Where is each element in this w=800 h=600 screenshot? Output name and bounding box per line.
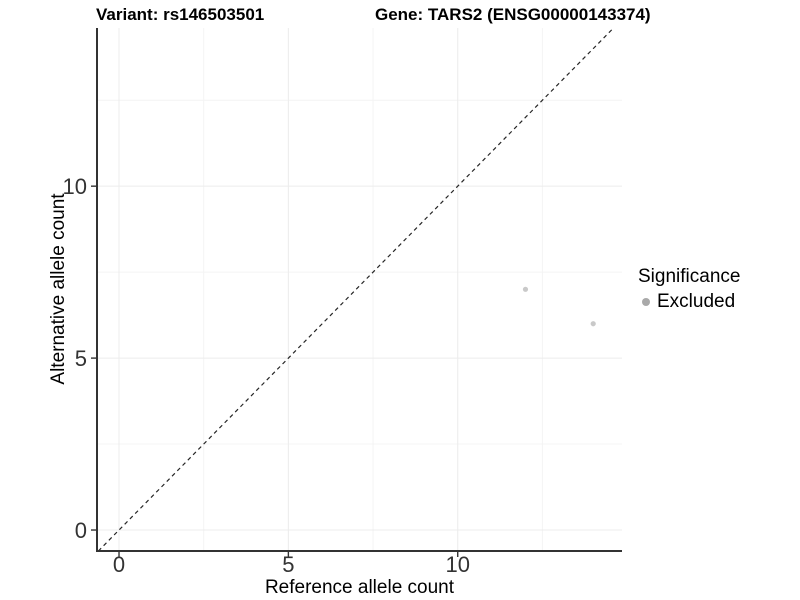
y-tick-label: 10 bbox=[63, 174, 87, 199]
plot-title-gene: Gene: TARS2 (ENSG00000143374) bbox=[375, 5, 651, 24]
legend-entry: Excluded bbox=[638, 291, 740, 313]
plot-title-variant: Variant: rs146503501 bbox=[96, 5, 265, 24]
y-tick-label: 5 bbox=[75, 346, 87, 371]
legend-title: Significance bbox=[638, 266, 741, 287]
legend-entry-label: Excluded bbox=[657, 291, 736, 312]
y-tick-label: 0 bbox=[75, 518, 87, 543]
legend-point-icon bbox=[642, 298, 650, 306]
x-axis-title: Reference allele count bbox=[264, 577, 455, 598]
x-tick-label: 10 bbox=[445, 552, 469, 577]
legend: Significance Excluded bbox=[638, 266, 740, 313]
x-tick-label: 0 bbox=[113, 552, 125, 577]
identity-line bbox=[97, 27, 614, 552]
data-point bbox=[522, 286, 529, 292]
data-point bbox=[590, 321, 596, 327]
y-axis-title: Alternative allele count bbox=[48, 193, 69, 385]
x-tick-label: 5 bbox=[282, 552, 294, 577]
